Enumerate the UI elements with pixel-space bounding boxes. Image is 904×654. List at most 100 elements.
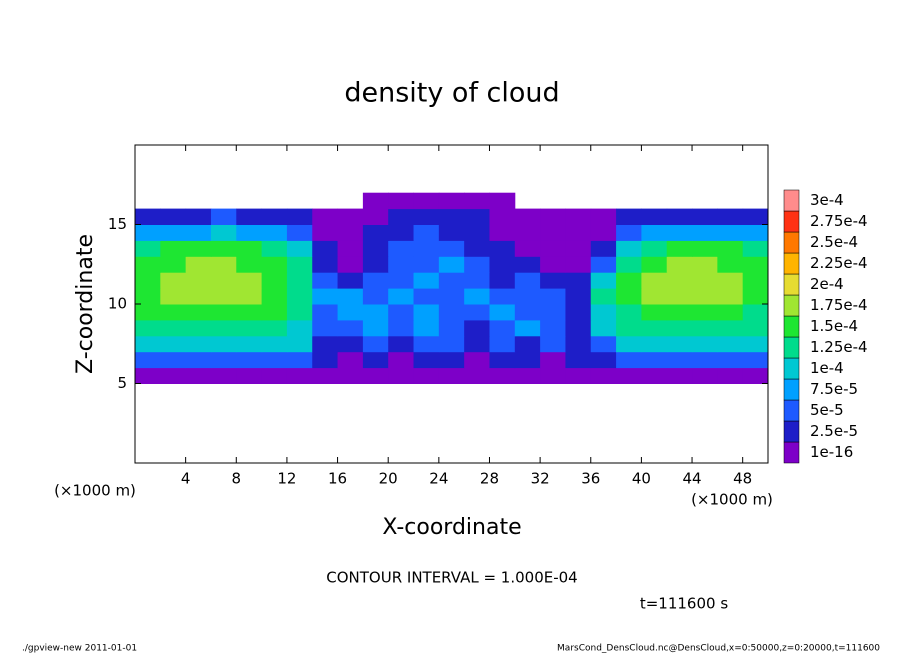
heat-cell — [210, 319, 237, 337]
heat-cell — [185, 288, 212, 305]
x-tick-label: 44 — [682, 470, 701, 488]
colorbar-box — [783, 378, 800, 401]
heat-cell — [590, 319, 617, 337]
heat-cell — [413, 224, 440, 241]
y-tick-label: 10 — [108, 295, 127, 313]
heat-cell — [692, 304, 718, 321]
heat-cell — [388, 272, 415, 289]
heat-cell — [210, 288, 237, 305]
heat-cell — [388, 319, 415, 337]
heat-cell — [565, 240, 592, 257]
heat-cell — [135, 319, 161, 337]
heat-cell — [261, 208, 288, 225]
heat-cell — [312, 256, 339, 273]
heat-cell — [210, 256, 237, 273]
heat-cell — [666, 256, 693, 273]
heat-cell — [742, 304, 769, 321]
heat-cell — [692, 208, 718, 225]
x-tick-label: 8 — [232, 470, 242, 488]
colorbar-box — [783, 294, 800, 317]
heat-cell — [261, 351, 288, 369]
heat-cell — [135, 351, 161, 369]
heat-cell — [135, 272, 161, 289]
heat-cell — [362, 208, 389, 225]
heat-cell — [590, 240, 617, 257]
heat-cell — [489, 304, 516, 321]
heat-cell — [641, 288, 668, 305]
heat-cell — [236, 256, 263, 273]
heat-cell — [742, 319, 769, 337]
heat-cell — [312, 319, 339, 337]
heat-cell — [185, 256, 212, 273]
colorbar-label: 1e-4 — [810, 359, 844, 377]
heat-cell — [312, 367, 339, 384]
x-tick-label: 12 — [277, 470, 296, 488]
heat-cell — [692, 272, 718, 289]
colorbar-label: 1.5e-4 — [810, 317, 858, 335]
heat-cell — [565, 272, 592, 289]
heat-cell — [413, 192, 440, 210]
heat-cell — [413, 272, 440, 289]
heat-cell — [236, 351, 263, 369]
heat-cell — [540, 288, 566, 305]
heat-cell — [590, 288, 617, 305]
heat-cell — [286, 319, 313, 337]
heat-cell — [210, 240, 237, 257]
heat-cell — [489, 288, 516, 305]
heat-cell — [590, 304, 617, 321]
heat-cell — [362, 335, 389, 353]
heat-cell — [286, 351, 313, 369]
heat-cell — [362, 240, 389, 257]
heat-cell — [540, 208, 566, 225]
heat-cell — [692, 240, 718, 257]
heat-cell — [717, 288, 744, 305]
heat-cell — [160, 208, 187, 225]
heat-cell — [286, 256, 313, 273]
heat-cell — [540, 367, 566, 384]
heat-cell — [236, 367, 263, 384]
x-tick-label: 20 — [379, 470, 398, 488]
x-unit: (×1000 m) — [691, 491, 773, 509]
heat-cell — [565, 256, 592, 273]
heat-cell — [641, 240, 668, 257]
heat-cell — [717, 224, 744, 241]
heat-cell — [565, 319, 592, 337]
heat-cell — [717, 335, 744, 353]
heat-cell — [362, 256, 389, 273]
heat-cell — [261, 288, 288, 305]
y-tick-label: 5 — [117, 374, 127, 392]
x-tick-label: 28 — [480, 470, 499, 488]
heat-cell — [666, 288, 693, 305]
heat-cell — [641, 319, 668, 337]
colorbar-box — [783, 399, 800, 422]
colorbar-box — [783, 189, 800, 212]
heat-cell — [641, 272, 668, 289]
heat-cell — [362, 351, 389, 369]
heat-cell — [236, 272, 263, 289]
heat-cell — [616, 224, 642, 241]
heat-cell — [666, 240, 693, 257]
heat-cell — [717, 240, 744, 257]
heat-cell — [438, 256, 465, 273]
colorbar-label: 2.5e-5 — [810, 422, 858, 440]
heat-cell — [540, 256, 566, 273]
x-tick-label: 24 — [429, 470, 448, 488]
heat-cell — [286, 304, 313, 321]
heat-cell — [286, 224, 313, 241]
heat-cell — [286, 272, 313, 289]
footer-right: MarsCond_DensCloud.nc@DensCloud,x=0:5000… — [557, 644, 880, 654]
heat-cell — [312, 224, 339, 241]
heat-cell — [666, 367, 693, 384]
heat-cell — [388, 192, 415, 210]
heat-cell — [160, 240, 187, 257]
heat-cell — [616, 208, 642, 225]
heat-cell — [362, 367, 389, 384]
heat-cell — [388, 256, 415, 273]
heat-cell — [160, 256, 187, 273]
colorbar-box — [783, 273, 800, 296]
heat-cell — [312, 351, 339, 369]
heat-cell — [236, 240, 263, 257]
heat-cell — [362, 288, 389, 305]
heat-cell — [185, 208, 212, 225]
heat-cell — [742, 256, 769, 273]
